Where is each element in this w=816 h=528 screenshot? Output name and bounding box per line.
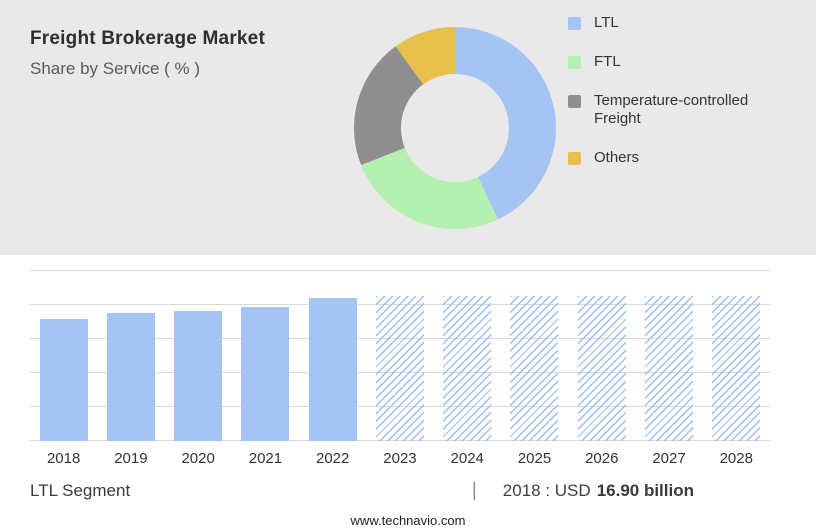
legend-item-temperature-controlled-freight: Temperature-controlled Freight [568, 92, 793, 130]
x-tick-2019: 2019 [114, 450, 148, 467]
bar-2018 [39, 319, 88, 441]
legend-swatch [568, 94, 581, 108]
legend-item-others: Others [568, 149, 793, 168]
x-tick-2020: 2020 [181, 450, 215, 467]
legend-label: Others [594, 149, 640, 166]
forecast-bar-2023 [375, 296, 424, 441]
caption-value: | 2018 : USD 16.90 billion [472, 480, 694, 502]
trend-panel: 2018 2019 2020 2021 2022 2023 2024 2025 2026 2027… [0, 255, 816, 528]
chart-legend: LTL FTL Temperature-controlled Freight Othe… [568, 14, 793, 168]
bar-column-2028 [703, 270, 770, 441]
caption-row: LTL Segment | 2018 : USD 16.90 billion [0, 480, 816, 502]
legend-swatch [568, 55, 581, 69]
legend-item-ltl: LTL [568, 14, 793, 33]
legend-swatch [568, 17, 581, 30]
x-tick-2026: 2026 [585, 450, 619, 467]
website-link[interactable]: www.technavio.com [350, 513, 466, 528]
forecast-bar-2026 [577, 296, 626, 441]
donut-chart [353, 26, 557, 230]
legend-label: LTL [594, 14, 619, 31]
donut-slice-temperature-controlled-freight [353, 46, 424, 166]
segment-label: LTL Segment [30, 481, 131, 500]
x-tick-2028: 2028 [719, 450, 753, 467]
forecast-bar-2027 [645, 296, 694, 441]
x-tick-2023: 2023 [383, 450, 417, 467]
donut-slice-ftl [361, 147, 498, 230]
forecast-bar-2024 [443, 296, 492, 441]
bar-2019 [106, 313, 155, 441]
share-by-service-panel: Freight Brokerage Market Share by Servic… [0, 0, 816, 255]
x-tick-2021: 2021 [248, 450, 283, 467]
value-prefix: 2018 : USD [502, 481, 591, 500]
separator: | [471, 480, 477, 501]
legend-label: FTL [594, 52, 621, 70]
forecast-bar-2028 [712, 296, 761, 441]
x-tick-2027: 2027 [652, 450, 686, 467]
bar-2020 [174, 311, 223, 441]
bar-column-2021 [232, 270, 299, 441]
bar-column-2022 [299, 270, 366, 441]
title-block: Freight Brokerage Market Share by Servic… [30, 28, 265, 79]
bar-column-2019 [97, 270, 164, 441]
bar-column-2023 [366, 270, 433, 441]
bar-column-2026 [568, 270, 635, 441]
x-tick-2018: 2018 [46, 450, 81, 467]
value-bold: 16.90 billion [596, 481, 694, 500]
bar-2021 [241, 307, 290, 441]
donut-slice-ltl [455, 27, 557, 220]
x-tick-2022: 2022 [316, 450, 350, 467]
bar-plot-area [30, 270, 770, 441]
bar-column-2027 [635, 270, 702, 441]
donut-slice-others [395, 26, 455, 85]
bar-2022 [308, 298, 357, 441]
legend-item-ftl: FTL [568, 53, 793, 72]
bar-column-2025 [501, 270, 568, 441]
page-title: Freight Brokerage Market [30, 28, 265, 49]
bar-column-2020 [165, 270, 232, 441]
page-subtitle: Share by Service ( % ) [30, 59, 201, 78]
bar-column-2018 [30, 270, 97, 441]
x-tick-2024: 2024 [450, 450, 484, 467]
x-axis-labels: 2018 2019 2020 2021 2022 2023 2024 2025 2026 2027… [30, 450, 770, 467]
bar-column-2024 [434, 270, 501, 441]
legend-swatch [568, 152, 581, 165]
bar-chart: 2018 2019 2020 2021 2022 2023 2024 2025 2026 2027… [30, 270, 770, 467]
legend-label: Temperature-controlled Freight [594, 91, 749, 128]
x-tick-2025: 2025 [517, 450, 552, 467]
forecast-bar-2025 [510, 296, 559, 441]
